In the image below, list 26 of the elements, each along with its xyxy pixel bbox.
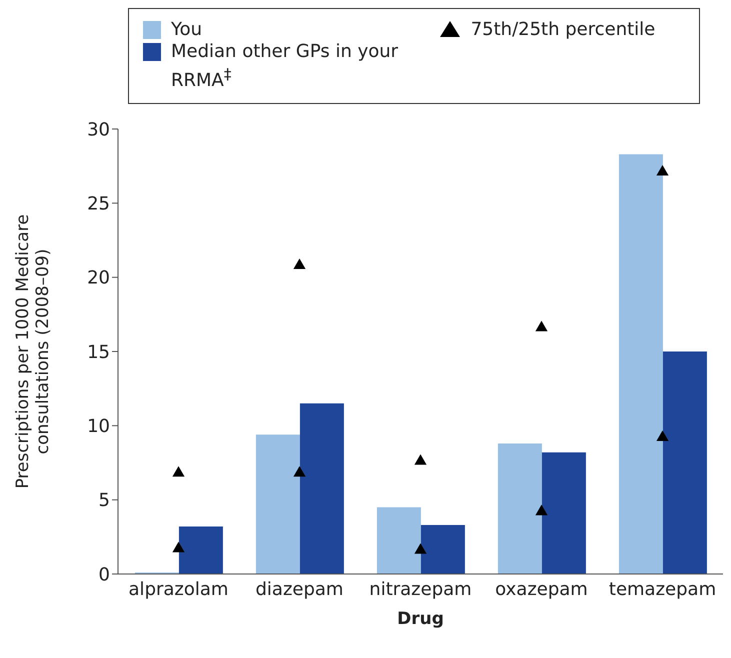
y-axis-title: Prescriptions per 1000 Medicare consultations (2008–09) [13, 214, 53, 489]
y-tick-label: 0 [98, 564, 110, 586]
y-tick-label: 30 [87, 119, 110, 140]
bar [498, 443, 542, 574]
legend-label: 75th/25th percentile [470, 19, 656, 41]
bar [420, 525, 465, 574]
bar [542, 452, 586, 574]
x-tick-label: diazepam [256, 578, 344, 600]
x-tick-label: temazepam [608, 578, 716, 600]
y-tick-label: 15 [87, 342, 110, 363]
bar [256, 434, 300, 574]
x-tick-label: oxazepam [495, 578, 588, 600]
y-tick-label: 25 [87, 194, 110, 215]
bar [178, 526, 223, 574]
x-tick-label: nitrazepam [369, 578, 472, 600]
x-tick-label: alprazolam [128, 578, 228, 600]
y-tick-label: 20 [87, 268, 110, 289]
legend-label: You [171, 19, 202, 41]
bar [376, 507, 421, 574]
y-tick-label: 5 [98, 490, 110, 512]
bar [300, 403, 344, 574]
x-axis-title: Drug [397, 609, 444, 629]
y-tick-label: 10 [87, 416, 110, 438]
bar [662, 352, 707, 574]
bar [618, 154, 663, 574]
legend-label: Median other GPs in your RRMA$^{‡}$ [171, 41, 400, 92]
